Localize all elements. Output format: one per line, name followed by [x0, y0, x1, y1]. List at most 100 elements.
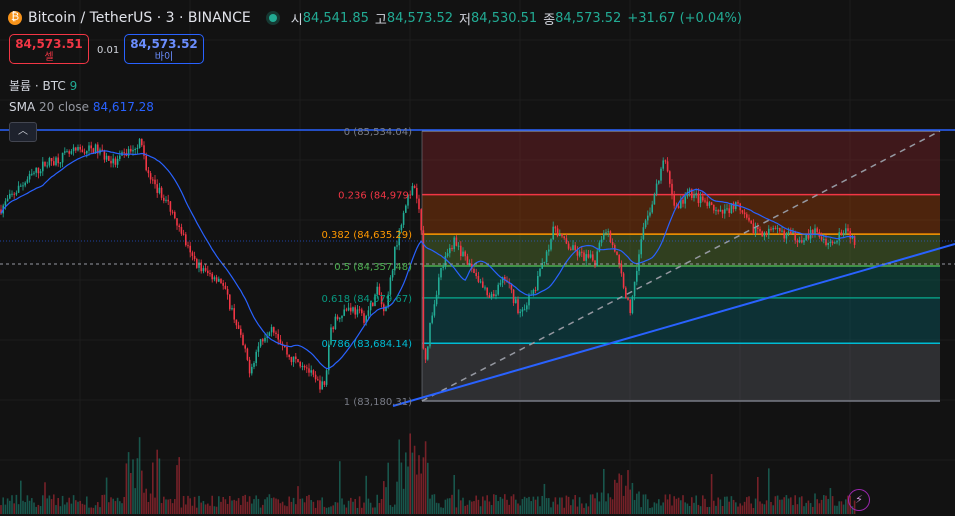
- candle[interactable]: [246, 348, 249, 360]
- candle[interactable]: [796, 240, 799, 243]
- candle[interactable]: [207, 270, 209, 274]
- candle[interactable]: [409, 194, 411, 196]
- candle[interactable]: [339, 318, 341, 320]
- candle[interactable]: [726, 208, 728, 210]
- candle[interactable]: [143, 145, 145, 156]
- candle[interactable]: [847, 228, 849, 232]
- candle[interactable]: [541, 263, 543, 269]
- candle[interactable]: [233, 308, 235, 320]
- candle[interactable]: [270, 327, 273, 333]
- candle[interactable]: [616, 251, 618, 255]
- candle[interactable]: [433, 304, 436, 316]
- candle[interactable]: [845, 228, 847, 234]
- candle[interactable]: [400, 224, 403, 231]
- candle[interactable]: [581, 251, 583, 253]
- candle[interactable]: [418, 198, 420, 210]
- candle[interactable]: [609, 231, 612, 243]
- candle[interactable]: [136, 147, 139, 150]
- candle[interactable]: [105, 155, 108, 160]
- candle[interactable]: [356, 309, 359, 315]
- candle[interactable]: [292, 356, 295, 363]
- candle[interactable]: [145, 155, 147, 171]
- candle[interactable]: [495, 294, 497, 297]
- candle[interactable]: [710, 202, 713, 205]
- candle[interactable]: [262, 339, 264, 342]
- candle[interactable]: [647, 215, 649, 221]
- candle[interactable]: [79, 146, 81, 150]
- candle[interactable]: [394, 246, 396, 271]
- candle[interactable]: [405, 205, 407, 213]
- candle[interactable]: [310, 370, 312, 373]
- candle[interactable]: [620, 263, 623, 274]
- candle[interactable]: [28, 173, 31, 180]
- candle[interactable]: [48, 157, 51, 166]
- candle[interactable]: [156, 184, 158, 193]
- sma-indicator-legend[interactable]: SMA 20 close 84,617.28: [9, 100, 154, 114]
- candle[interactable]: [543, 262, 546, 264]
- candle[interactable]: [224, 285, 227, 289]
- candle[interactable]: [264, 337, 266, 342]
- candle[interactable]: [829, 241, 832, 243]
- candle[interactable]: [174, 212, 176, 219]
- candle[interactable]: [240, 328, 242, 335]
- candle[interactable]: [519, 311, 521, 314]
- candle[interactable]: [160, 187, 163, 198]
- candle[interactable]: [44, 161, 46, 166]
- trendline[interactable]: [392, 243, 955, 407]
- candle[interactable]: [411, 186, 414, 196]
- candle[interactable]: [757, 227, 759, 229]
- candle[interactable]: [435, 294, 438, 305]
- candle[interactable]: [669, 171, 671, 184]
- candle[interactable]: [165, 199, 167, 201]
- candle[interactable]: [475, 272, 477, 277]
- candle[interactable]: [273, 327, 275, 333]
- candle[interactable]: [486, 287, 488, 296]
- candle[interactable]: [633, 281, 636, 297]
- candle[interactable]: [444, 256, 447, 267]
- candle[interactable]: [13, 193, 15, 195]
- candle[interactable]: [640, 239, 642, 255]
- candle[interactable]: [277, 334, 279, 340]
- candle[interactable]: [189, 245, 191, 253]
- candle[interactable]: [182, 233, 185, 235]
- candle[interactable]: [158, 187, 161, 193]
- candle[interactable]: [715, 210, 717, 212]
- candle[interactable]: [97, 144, 99, 154]
- candle[interactable]: [642, 227, 645, 240]
- candle[interactable]: [812, 230, 814, 234]
- candle[interactable]: [222, 283, 224, 286]
- candle[interactable]: [321, 381, 323, 390]
- candle[interactable]: [253, 362, 255, 367]
- candle[interactable]: [482, 281, 484, 288]
- candle[interactable]: [325, 370, 328, 385]
- candle[interactable]: [301, 365, 304, 367]
- candle[interactable]: [787, 231, 790, 234]
- candle[interactable]: [627, 297, 629, 300]
- candle[interactable]: [677, 206, 680, 208]
- candle[interactable]: [374, 294, 376, 307]
- candle[interactable]: [376, 286, 378, 295]
- candle[interactable]: [455, 237, 458, 246]
- candle[interactable]: [684, 196, 686, 204]
- candle[interactable]: [462, 251, 464, 256]
- candle[interactable]: [90, 145, 92, 149]
- candle[interactable]: [688, 189, 691, 192]
- candle[interactable]: [673, 195, 675, 206]
- candle[interactable]: [303, 365, 306, 368]
- candle[interactable]: [178, 225, 180, 228]
- candle[interactable]: [477, 276, 480, 282]
- candle[interactable]: [402, 212, 405, 225]
- candle[interactable]: [576, 250, 579, 256]
- candle[interactable]: [138, 138, 141, 148]
- candle[interactable]: [354, 307, 356, 315]
- candle[interactable]: [662, 160, 664, 169]
- candle[interactable]: [185, 234, 187, 246]
- candle[interactable]: [202, 268, 205, 272]
- candle[interactable]: [416, 187, 418, 199]
- candle[interactable]: [816, 228, 818, 233]
- candle[interactable]: [618, 254, 620, 264]
- candle[interactable]: [763, 232, 766, 237]
- candle[interactable]: [611, 242, 614, 246]
- candle[interactable]: [387, 294, 389, 307]
